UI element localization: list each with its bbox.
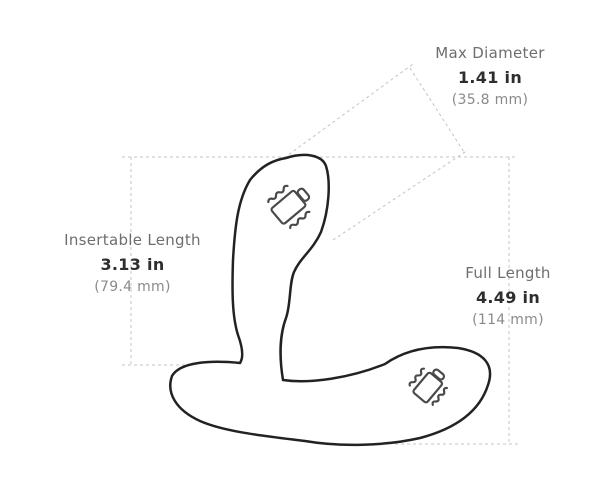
insertable-length-imperial: 3.13 in <box>100 255 165 274</box>
product-outline <box>169 153 492 447</box>
insertable-length-label: Insertable Length 3.13 in (79.4 mm) <box>45 231 220 295</box>
full-length-title: Full Length <box>465 264 551 282</box>
vibration-motor-icon <box>408 367 449 406</box>
insertable-length-metric: (79.4 mm) <box>94 279 171 295</box>
max-diameter-title: Max Diameter <box>435 44 545 62</box>
diameter-ext-lower <box>332 149 469 241</box>
vibration-motor-icon <box>267 184 311 230</box>
full-length-imperial: 4.49 in <box>475 288 541 307</box>
measurement-guides <box>122 63 518 445</box>
max-diameter-imperial: 1.41 in <box>457 68 523 87</box>
full-length-metric: (114 mm) <box>472 312 544 328</box>
full-length-label: Full Length 4.49 in (114 mm) <box>448 264 568 328</box>
insertable-length-title: Insertable Length <box>64 231 201 249</box>
diameter-ext-upper <box>283 63 414 159</box>
max-diameter-metric: (35.8 mm) <box>451 92 529 108</box>
max-diameter-dim-line <box>409 67 465 153</box>
max-diameter-label: Max Diameter 1.41 in (35.8 mm) <box>420 44 560 108</box>
